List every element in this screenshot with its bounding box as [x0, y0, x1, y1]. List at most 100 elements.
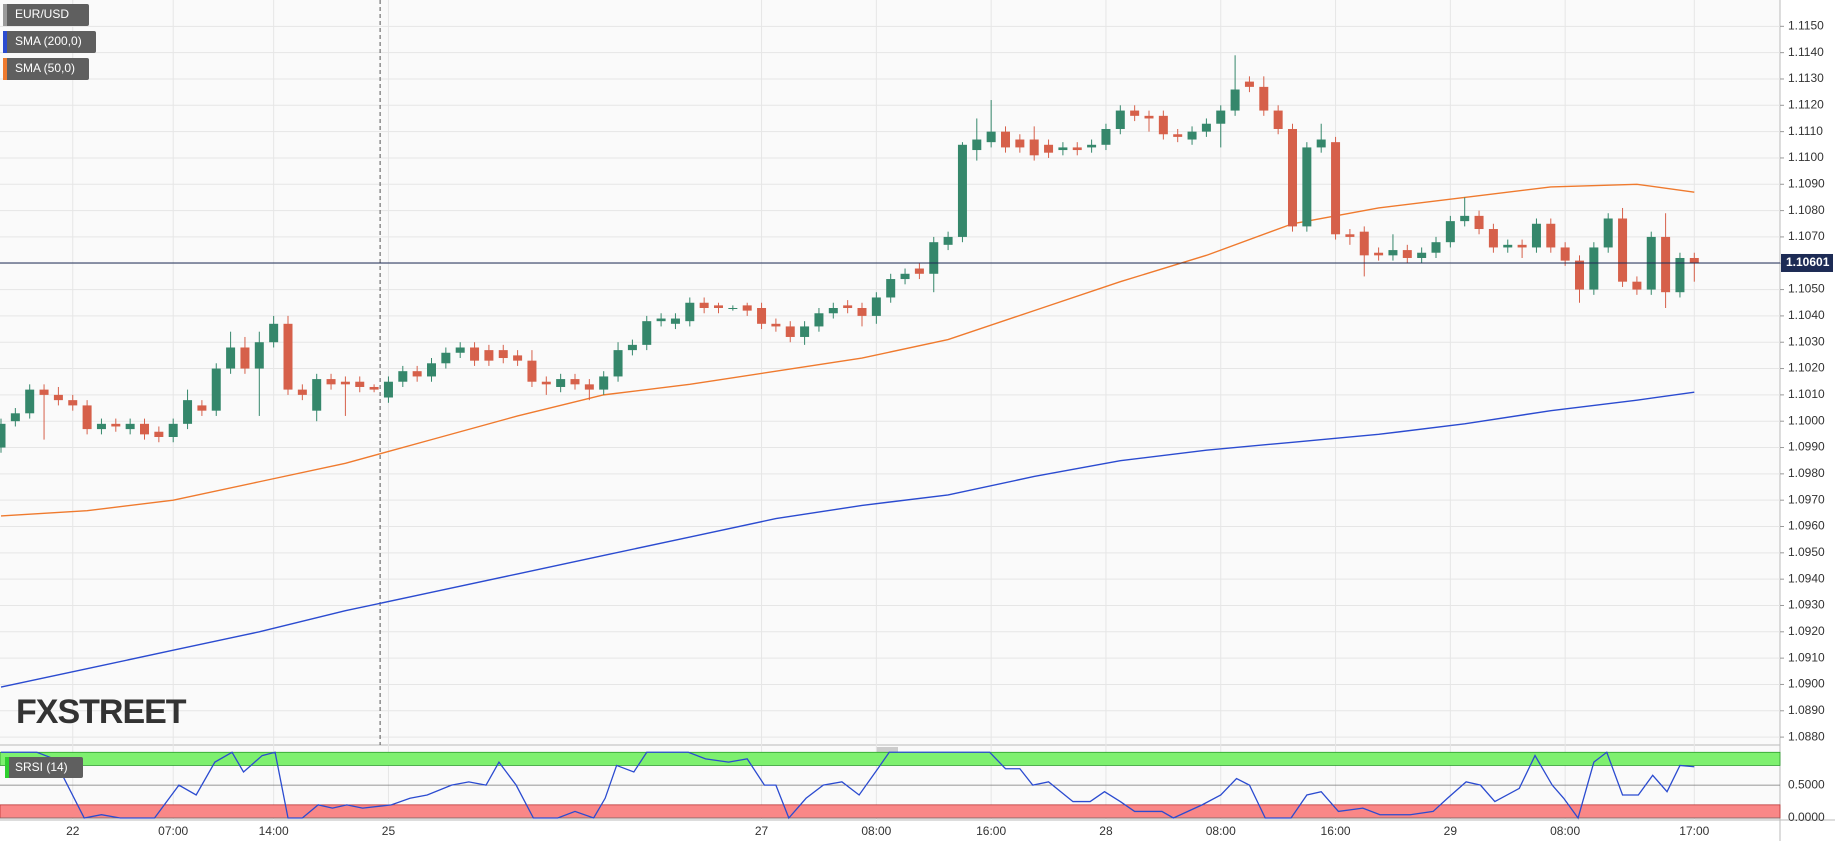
legend-entry: SMA (50,0) — [3, 58, 89, 80]
candle-body — [986, 131, 996, 143]
candle-body — [1230, 89, 1240, 111]
candle-body — [584, 384, 594, 390]
candle-body — [269, 323, 279, 343]
candle-body — [1417, 252, 1427, 258]
y-tick-label: 1.1130 — [1788, 71, 1824, 85]
sma-line — [0, 391, 1695, 688]
y-tick-label: 1.1040 — [1788, 308, 1825, 322]
candle-body — [0, 423, 6, 448]
y-tick-label: 1.1090 — [1788, 176, 1825, 190]
x-tick-label: 22 — [66, 824, 80, 838]
candle-body — [1015, 139, 1025, 148]
legend-label: SMA (200,0) — [15, 34, 82, 48]
candle-body — [297, 389, 307, 395]
y-tick-label: 1.1110 — [1788, 124, 1823, 138]
srsi-line — [1, 751, 1695, 820]
candle-body — [871, 297, 881, 316]
candle-body — [140, 423, 149, 435]
candle-body — [369, 386, 379, 390]
y-tick-label: 1.0900 — [1788, 677, 1825, 691]
candle-body — [326, 379, 336, 385]
candle-body — [714, 305, 723, 309]
candle-body — [1316, 139, 1326, 148]
y-tick-label: 1.1070 — [1788, 229, 1825, 243]
candle-body — [498, 350, 508, 359]
candle-body — [39, 389, 49, 395]
y-tick-label: 0.0000 — [1788, 810, 1825, 824]
price-panel — [0, 0, 1780, 820]
candle-body — [254, 342, 264, 369]
candle-body — [125, 423, 135, 430]
candle-body — [398, 371, 408, 382]
candle-body — [455, 347, 465, 353]
candle-body — [1201, 123, 1211, 132]
x-tick-label: 25 — [382, 824, 396, 838]
candle-body — [843, 305, 853, 309]
candle-body — [541, 381, 551, 385]
candle-body — [1402, 250, 1412, 258]
y-tick-label: 0.5000 — [1788, 777, 1825, 791]
candle-body — [656, 318, 666, 322]
legend-box — [3, 4, 89, 26]
candle-body — [1044, 144, 1054, 153]
legend-swatch — [3, 4, 7, 26]
candle-body — [1431, 242, 1441, 253]
candle-body — [427, 363, 436, 377]
x-tick-label: 28 — [1099, 824, 1113, 838]
candle-body — [111, 423, 121, 427]
candle-body — [570, 379, 580, 385]
candle-body — [814, 313, 824, 327]
candle-body — [1072, 147, 1082, 151]
candle-body — [1331, 142, 1341, 235]
legend-swatch — [3, 58, 7, 80]
candle-body — [1001, 131, 1010, 148]
candle-body — [340, 381, 350, 385]
candle-body — [183, 400, 193, 424]
candle-body — [1101, 128, 1111, 145]
candle-body — [1173, 134, 1183, 137]
candle-body — [1689, 257, 1699, 264]
candle-body — [10, 413, 20, 422]
candle-body — [1675, 257, 1685, 293]
candle-body — [168, 423, 178, 437]
candle-body — [1575, 260, 1584, 290]
x-tick-label: 08:00 — [1550, 824, 1580, 838]
candle-body — [1560, 247, 1570, 261]
candle-body — [1302, 147, 1312, 227]
last-price-label: 1.10601 — [1786, 255, 1830, 269]
x-tick-label: 17:00 — [1679, 824, 1709, 838]
candle-body — [699, 302, 709, 309]
candle-body — [82, 405, 92, 430]
legend-box — [3, 31, 96, 53]
candle-body — [412, 371, 422, 377]
y-tick-label: 1.1140 — [1788, 45, 1824, 59]
x-tick-label: 08:00 — [861, 824, 891, 838]
y-tick-label: 1.0880 — [1788, 729, 1825, 743]
legend-swatch — [5, 757, 9, 778]
candle-body — [757, 308, 767, 324]
panel-handle[interactable] — [876, 747, 898, 752]
candle-body — [470, 347, 480, 361]
y-tick-label: 1.1000 — [1788, 413, 1825, 427]
candle-body — [1244, 81, 1254, 87]
candle-body — [800, 326, 810, 337]
y-tick-label: 1.0990 — [1788, 440, 1825, 454]
candle-body — [312, 379, 322, 411]
y-tick-label: 1.1010 — [1788, 387, 1825, 401]
candle-body — [226, 347, 236, 369]
candle-body — [1187, 131, 1197, 140]
candle-body — [1661, 236, 1671, 293]
x-tick-label: 27 — [755, 824, 769, 838]
candle-body — [857, 308, 867, 316]
candle-body — [785, 326, 795, 337]
candle-body — [1388, 250, 1398, 256]
candle-body — [1460, 215, 1470, 222]
candle-body — [1374, 252, 1384, 256]
candle-body — [211, 368, 221, 411]
candle-body — [828, 308, 838, 314]
candle-body — [1603, 218, 1613, 248]
candle-body — [197, 405, 207, 411]
candle-body — [513, 355, 523, 361]
y-tick-label: 1.1020 — [1788, 361, 1825, 375]
